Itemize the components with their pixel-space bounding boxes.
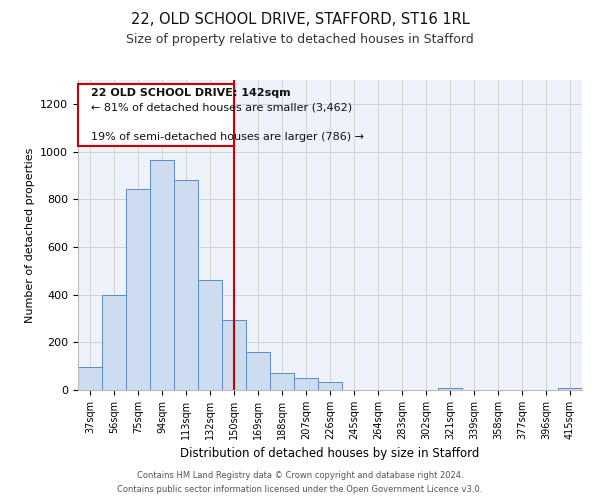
Bar (246, 352, 270, 390)
Text: ← 81% of detached houses are smaller (3,462): ← 81% of detached houses are smaller (3,… (91, 102, 352, 113)
Bar (222, 320, 246, 390)
Y-axis label: Number of detached properties: Number of detached properties (25, 148, 35, 322)
Bar (126, 188, 150, 390)
Text: Contains HM Land Registry data © Crown copyright and database right 2024.: Contains HM Land Registry data © Crown c… (137, 472, 463, 480)
Bar (318, 382, 342, 390)
Text: Size of property relative to detached houses in Stafford: Size of property relative to detached ho… (126, 32, 474, 46)
Text: 22 OLD SCHOOL DRIVE: 142sqm: 22 OLD SCHOOL DRIVE: 142sqm (91, 88, 291, 98)
Bar (558, 388, 582, 390)
Bar (78, 368, 102, 390)
Text: 19% of semi-detached houses are larger (786) →: 19% of semi-detached houses are larger (… (91, 132, 364, 142)
Bar (438, 388, 462, 390)
Text: 22, OLD SCHOOL DRIVE, STAFFORD, ST16 1RL: 22, OLD SCHOOL DRIVE, STAFFORD, ST16 1RL (131, 12, 469, 28)
X-axis label: Distribution of detached houses by size in Stafford: Distribution of detached houses by size … (181, 448, 479, 460)
Bar (294, 378, 318, 390)
Bar (150, 160, 174, 390)
Bar (198, 280, 222, 390)
FancyBboxPatch shape (78, 84, 234, 146)
Text: Contains public sector information licensed under the Open Government Licence v3: Contains public sector information licen… (118, 484, 482, 494)
Bar (270, 372, 294, 390)
Bar (174, 180, 198, 390)
Bar (102, 294, 126, 390)
